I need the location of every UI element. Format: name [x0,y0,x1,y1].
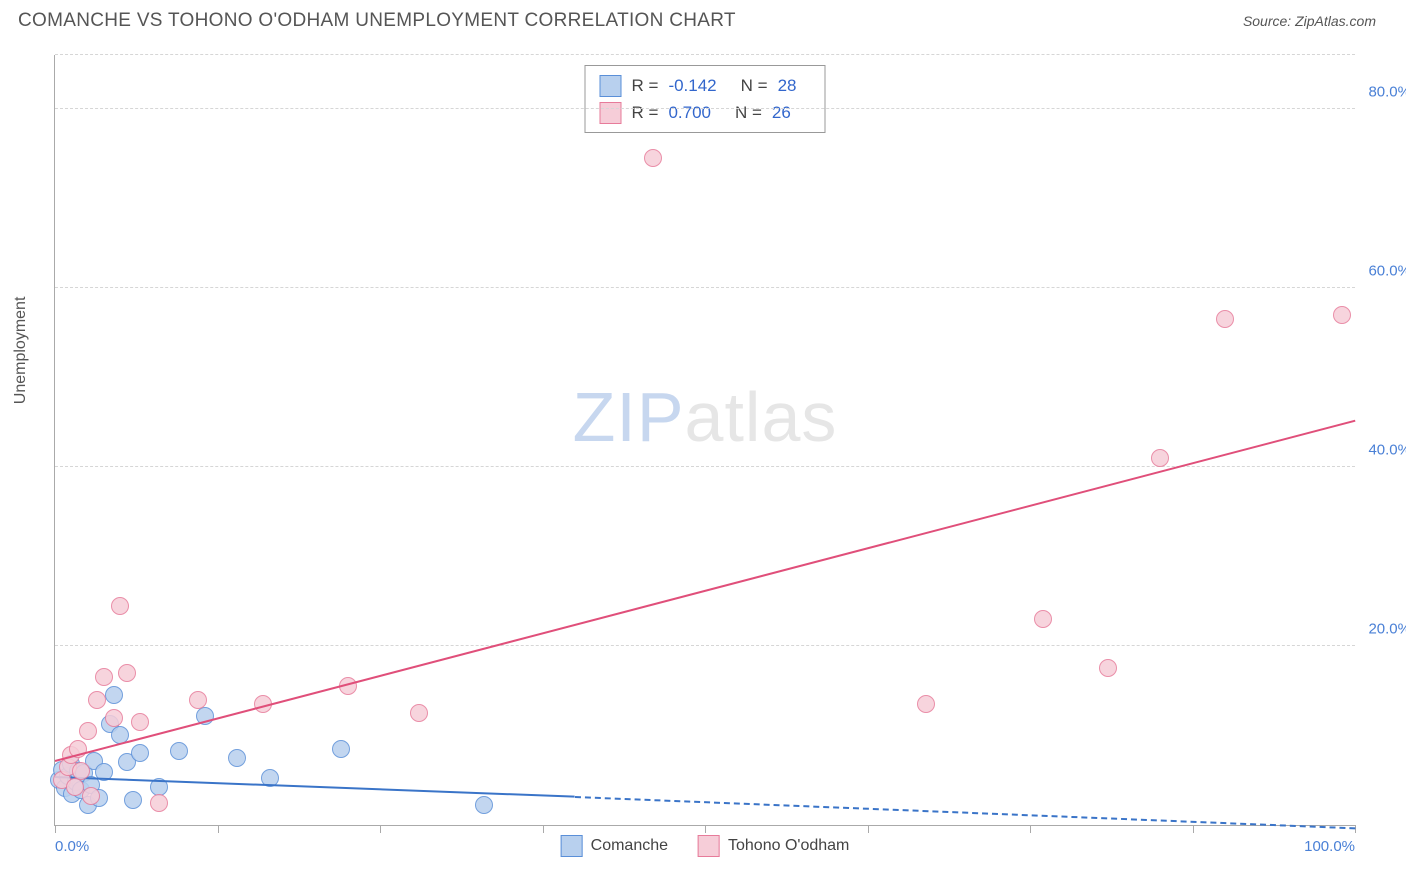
legend-swatch [698,835,720,857]
scatter-point [79,722,97,740]
gridline-h [55,645,1355,646]
x-tick [543,825,544,833]
stat-n-value: 28 [778,72,797,99]
x-tick [218,825,219,833]
stat-r-value: -0.142 [668,72,716,99]
scatter-point [1216,310,1234,328]
legend-label: Comanche [591,837,668,855]
scatter-point [66,778,84,796]
trend-line-dashed [575,796,1355,829]
scatter-point [124,791,142,809]
scatter-point [131,713,149,731]
scatter-point [410,704,428,722]
scatter-point [228,749,246,767]
scatter-point [332,740,350,758]
y-axis-label: Unemployment [12,296,30,404]
legend-swatch [561,835,583,857]
stat-key: R = [632,99,659,126]
scatter-point [475,796,493,814]
x-tick [1193,825,1194,833]
header: COMANCHE VS TOHONO O'ODHAM UNEMPLOYMENT … [0,0,1406,32]
x-tick [380,825,381,833]
scatter-point [644,149,662,167]
y-tick-label: 80.0% [1368,83,1406,100]
x-tick [705,825,706,833]
y-tick-label: 60.0% [1368,262,1406,279]
source-attribution: Source: ZipAtlas.com [1243,13,1376,29]
scatter-point [1034,610,1052,628]
chart-title: COMANCHE VS TOHONO O'ODHAM UNEMPLOYMENT … [18,10,736,32]
scatter-point [1099,659,1117,677]
correlation-stats-box: R = -0.142 N = 28 R = 0.700 N = 26 [585,65,826,133]
legend-item: Comanche [561,835,668,857]
x-tick [1030,825,1031,833]
stat-key: R = [632,72,659,99]
legend-item: Tohono O'odham [698,835,849,857]
source-link[interactable]: ZipAtlas.com [1295,13,1376,29]
series-swatch [600,102,622,124]
scatter-point [72,762,90,780]
stat-n-value: 26 [772,99,791,126]
x-tick-label: 0.0% [55,838,89,855]
scatter-point [118,664,136,682]
stat-key: N = [741,72,768,99]
scatter-point [105,686,123,704]
scatter-point [95,668,113,686]
x-tick [868,825,869,833]
chart-container: Unemployment ZIPatlas R = -0.142N = 28R … [18,45,1388,870]
stat-r-value: 0.700 [668,99,711,126]
scatter-point [917,695,935,713]
stat-key: N = [735,99,762,126]
scatter-point [189,691,207,709]
scatter-point [82,787,100,805]
plot-area: ZIPatlas R = -0.142 N = 28 R = 0.700 N = 26… [54,55,1355,826]
scatter-point [150,794,168,812]
scatter-point [111,597,129,615]
gridline-h [55,287,1355,288]
scatter-point [131,744,149,762]
gridline-h [55,54,1355,55]
scatter-point [1333,306,1351,324]
legend: Comanche Tohono O'odham [561,835,850,857]
stats-row: R = 0.700 N = 26 [600,99,811,126]
trend-line [55,420,1356,762]
scatter-point [1151,449,1169,467]
x-tick [1355,825,1356,833]
gridline-h [55,108,1355,109]
series-swatch [600,75,622,97]
scatter-point [170,742,188,760]
x-tick [55,825,56,833]
legend-label: Tohono O'odham [728,837,849,855]
y-tick-label: 20.0% [1368,620,1406,637]
watermark: ZIPatlas [573,377,838,457]
scatter-point [105,709,123,727]
stats-row: R = -0.142 N = 28 [600,72,811,99]
y-tick-label: 40.0% [1368,441,1406,458]
scatter-point [88,691,106,709]
x-tick-label: 100.0% [1304,838,1355,855]
